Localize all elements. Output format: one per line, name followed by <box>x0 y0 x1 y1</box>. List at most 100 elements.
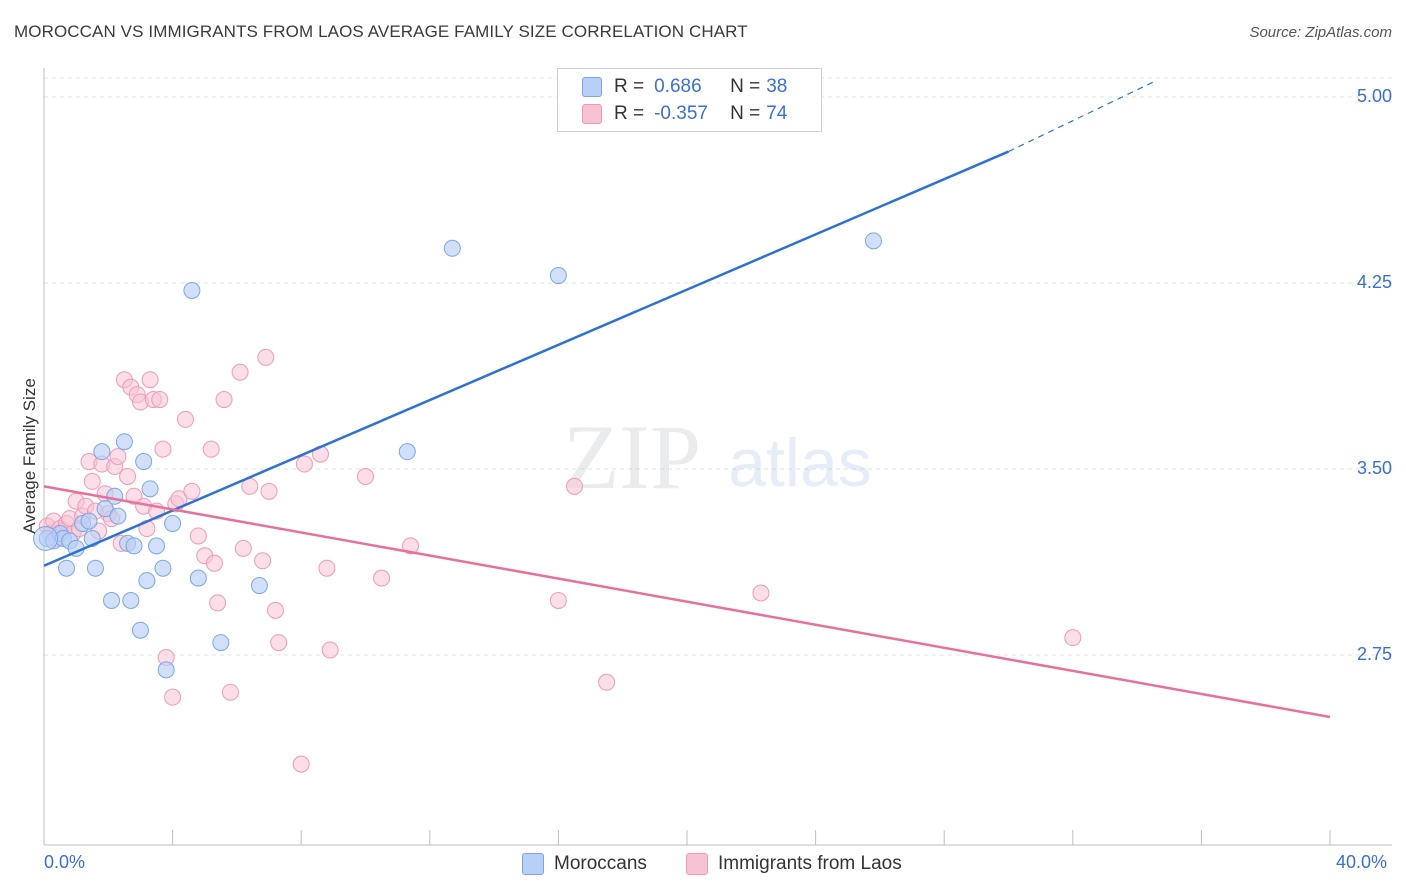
legend-row-moroccans: R = 0.686 N = 38 <box>582 75 787 99</box>
data-point-laos <box>83 472 101 490</box>
data-point-moroccan-cluster <box>33 525 59 551</box>
data-point-laos <box>402 537 420 555</box>
legend-swatch-blue <box>582 77 602 97</box>
legend-r-value: 0.686 <box>654 76 702 97</box>
data-point-moroccan <box>86 559 104 577</box>
y-tick-label: 4.25 <box>1356 272 1392 292</box>
data-point-moroccan <box>103 591 121 609</box>
bottom-legend-laos: Immigrants from Laos <box>686 852 902 876</box>
data-point-moroccan <box>443 239 461 257</box>
x-tick-label-max: 40.0% <box>1336 852 1388 872</box>
chart-title: MOROCCAN VS IMMIGRANTS FROM LAOS AVERAGE… <box>14 22 748 41</box>
source-label: Source: ZipAtlas.com <box>1249 24 1392 41</box>
data-point-moroccan <box>109 507 127 525</box>
data-point-laos <box>209 594 227 612</box>
data-point-moroccan <box>106 487 124 505</box>
data-point-moroccan <box>96 500 114 518</box>
data-point-moroccan <box>183 281 201 299</box>
data-point-laos <box>141 371 159 389</box>
data-point-laos <box>215 391 233 409</box>
data-point-moroccan <box>164 515 182 533</box>
data-point-moroccan <box>115 433 133 451</box>
trend-line-laos <box>43 485 1331 719</box>
data-point-laos <box>202 440 220 458</box>
data-point-moroccan <box>398 443 416 461</box>
data-point-moroccan <box>122 591 140 609</box>
bottom-legend-label: Moroccans <box>554 853 647 874</box>
data-point-laos <box>151 391 169 409</box>
bottom-legend-moroccans: Moroccans <box>522 852 647 876</box>
data-point-moroccan <box>250 577 268 595</box>
trend-line-moroccans <box>43 150 1009 567</box>
y-tick-label: 5.00 <box>1356 86 1392 106</box>
trend-lines <box>43 81 1331 719</box>
axes <box>43 68 1392 846</box>
y-tick-label: 2.75 <box>1356 644 1392 664</box>
data-point-laos <box>231 363 249 381</box>
x-tick-label-min: 0.0% <box>44 852 86 872</box>
data-point-laos <box>176 410 194 428</box>
data-point-laos <box>205 554 223 572</box>
y-tick-label: 3.50 <box>1356 458 1392 478</box>
data-point-moroccan <box>189 569 207 587</box>
series-laos <box>38 348 1082 773</box>
data-point-laos <box>234 539 252 557</box>
correlation-legend: R = 0.686 N = 38 R = -0.357 N = 74 <box>557 68 822 132</box>
data-point-laos <box>598 673 616 691</box>
data-point-laos <box>1064 629 1082 647</box>
data-point-moroccan <box>549 267 567 285</box>
data-point-moroccan <box>80 512 98 530</box>
data-point-moroccan <box>148 537 166 555</box>
data-point-laos <box>266 601 284 619</box>
data-point-moroccan <box>93 443 111 461</box>
data-point-laos <box>357 467 374 485</box>
data-point-laos <box>270 634 288 652</box>
data-point-laos <box>373 569 391 587</box>
data-point-laos <box>318 559 336 577</box>
bottom-legend-swatch-blue <box>522 853 544 875</box>
bottom-legend-label: Immigrants from Laos <box>718 853 902 874</box>
data-point-laos <box>257 348 275 366</box>
legend-n-label: N = <box>730 103 761 124</box>
data-point-moroccan <box>138 572 156 590</box>
data-point-laos <box>164 688 182 706</box>
data-point-laos <box>189 527 207 545</box>
legend-r-label: R = <box>614 76 645 97</box>
legend-n-value: 38 <box>766 76 788 97</box>
data-point-laos <box>752 584 770 602</box>
data-point-moroccan <box>131 621 149 639</box>
data-point-laos <box>154 440 172 458</box>
data-point-laos <box>119 467 137 485</box>
legend-row-laos: R = -0.357 N = 74 <box>582 102 787 126</box>
legend-n-label: N = <box>730 76 761 97</box>
data-point-moroccan <box>141 480 159 498</box>
data-point-laos <box>549 591 567 609</box>
data-point-moroccan <box>58 559 76 577</box>
data-point-moroccan <box>154 559 172 577</box>
data-point-moroccan <box>157 661 175 679</box>
data-point-moroccan <box>135 453 153 471</box>
legend-r-label: R = <box>614 103 645 124</box>
bottom-legend-swatch-pink <box>686 853 708 875</box>
data-point-laos <box>254 552 272 570</box>
legend-swatch-pink <box>582 104 602 124</box>
data-point-laos <box>221 683 239 701</box>
data-point-laos <box>321 641 339 659</box>
watermark: ZIP atlas <box>563 406 872 508</box>
data-point-moroccan <box>212 634 230 652</box>
data-point-laos <box>109 448 127 466</box>
watermark-atlas: atlas <box>728 425 872 501</box>
data-point-moroccan <box>125 537 143 555</box>
data-point-laos <box>295 455 313 473</box>
legend-r-value: -0.357 <box>654 103 708 124</box>
data-point-laos <box>292 755 310 773</box>
data-point-moroccan <box>864 232 882 250</box>
data-point-laos <box>260 482 278 500</box>
legend-n-value: 74 <box>766 103 788 124</box>
y-axis-label: Average Family Size <box>20 378 39 534</box>
watermark-zip: ZIP <box>563 406 701 508</box>
data-point-laos <box>183 482 201 500</box>
trend-line-moroccans-extension <box>1008 81 1154 153</box>
data-point-laos <box>565 477 583 495</box>
